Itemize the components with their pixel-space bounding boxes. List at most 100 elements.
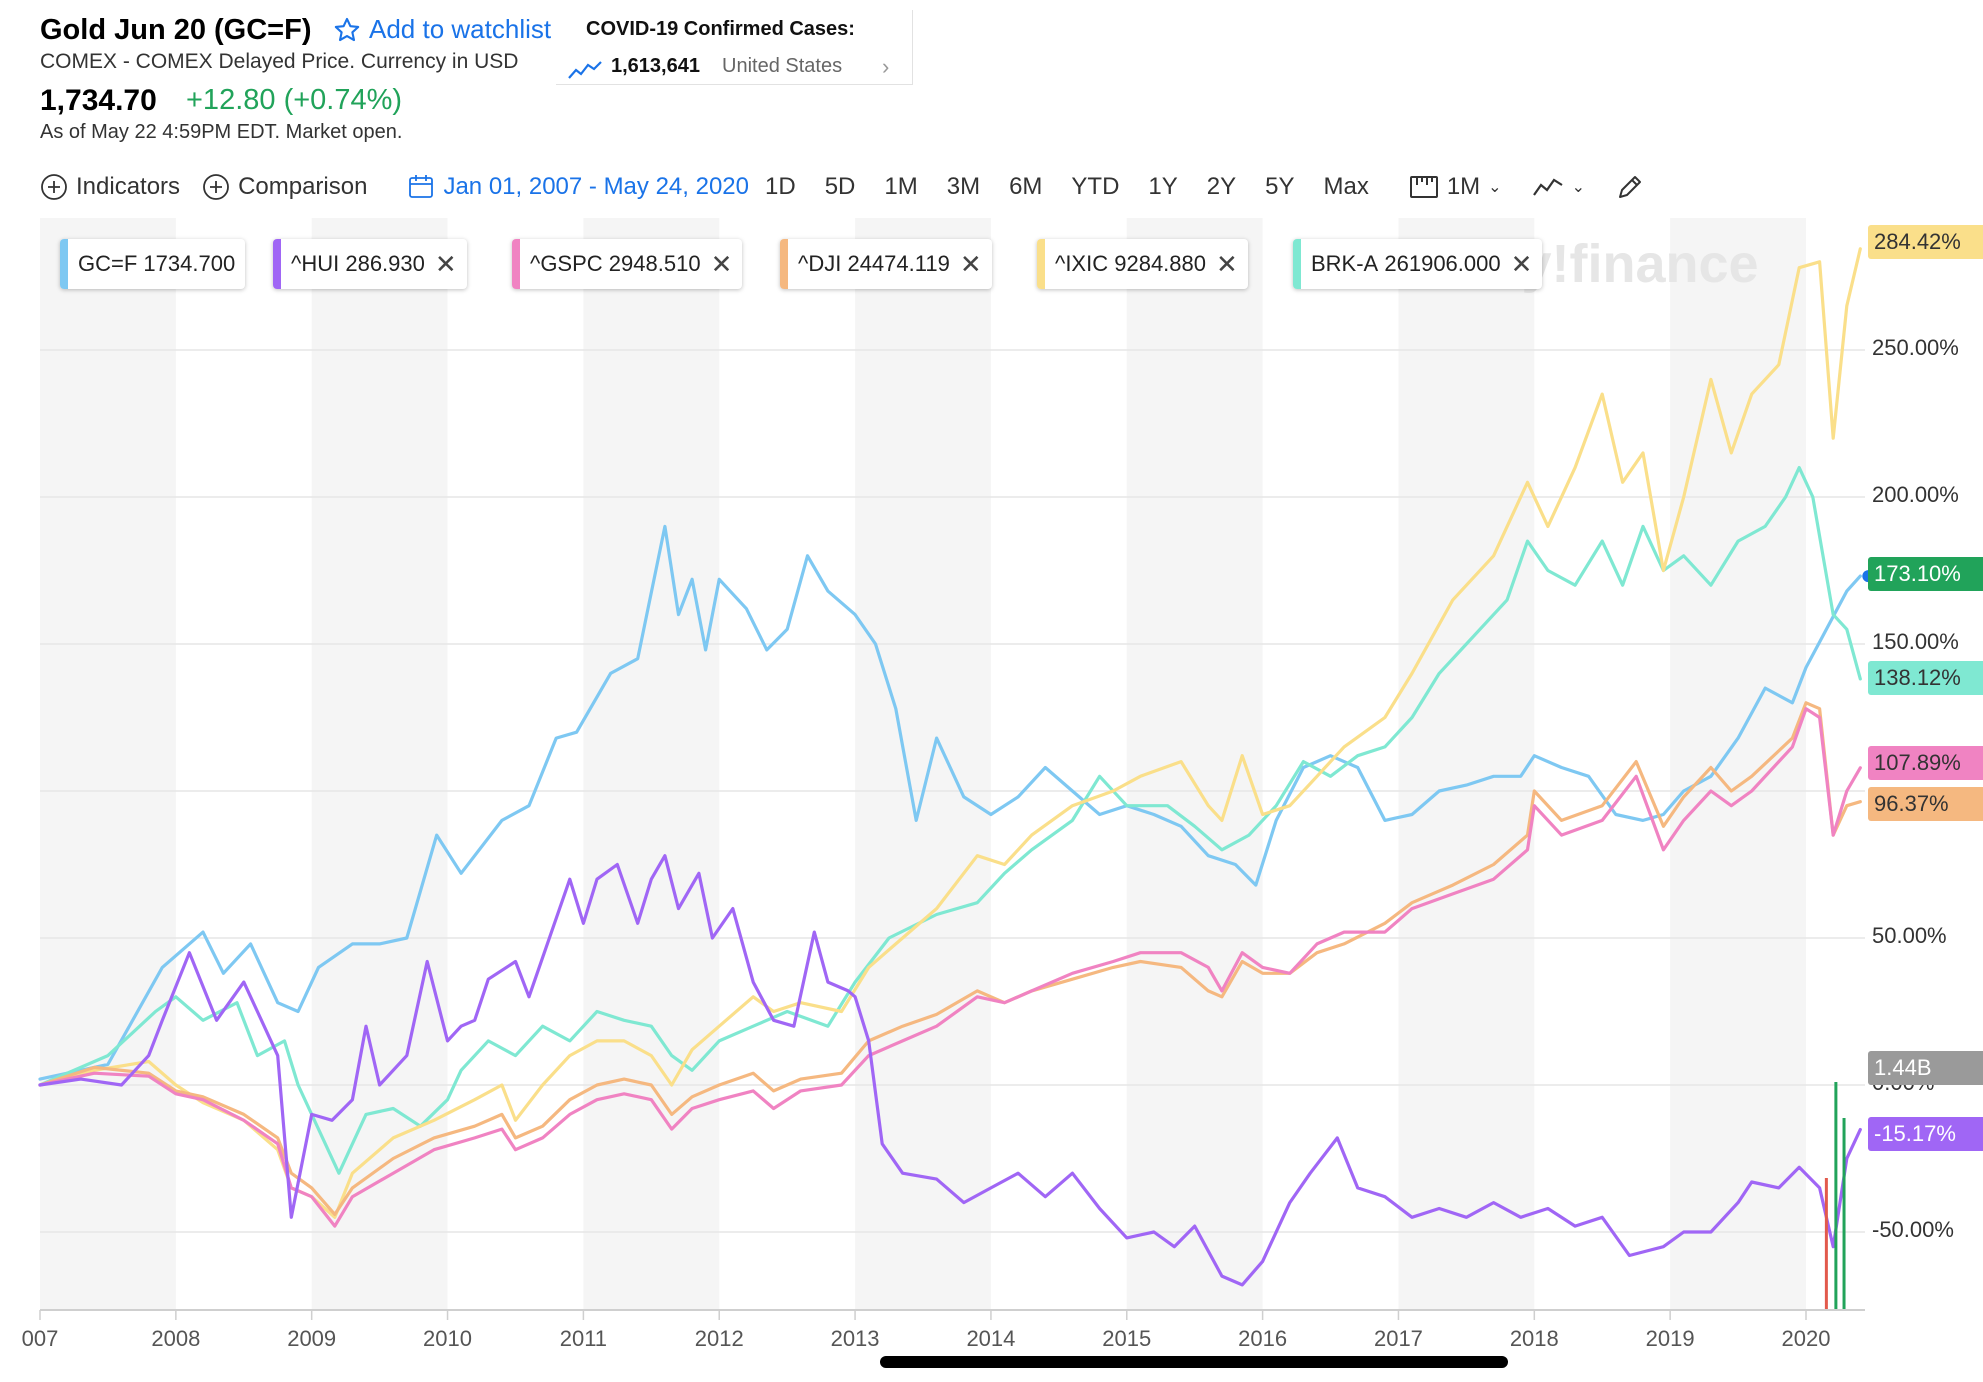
remove-brk-button[interactable]: ✕ xyxy=(1510,248,1533,279)
x-tick-label: 2015 xyxy=(1102,1326,1152,1351)
legend-label: BRK-A 261906.000 xyxy=(1301,251,1511,277)
x-tick-label: 2016 xyxy=(1238,1326,1288,1351)
line-chart-icon xyxy=(1532,178,1563,196)
legend-chip-hui[interactable]: ^HUI 286.930 ✕ xyxy=(273,239,467,289)
legend-chip-gspc[interactable]: ^GSPC 2948.510 ✕ xyxy=(512,239,743,289)
period-ytd[interactable]: YTD xyxy=(1071,173,1120,200)
legend-color-swatch xyxy=(780,239,788,289)
date-range-label: Jan 01, 2007 - May 24, 2020 xyxy=(443,173,749,200)
series-line-brka xyxy=(38,466,1862,1175)
legend-chip-dji[interactable]: ^DJI 24474.119 ✕ xyxy=(780,239,992,289)
x-tick-label: 2017 xyxy=(1373,1326,1423,1351)
value-tag-volume: 1.44B xyxy=(1868,1051,1983,1085)
period-5d[interactable]: 5D xyxy=(824,173,856,200)
legend-color-swatch xyxy=(1293,239,1301,289)
covid-region: United States xyxy=(722,55,843,77)
remove-hui-button[interactable]: ✕ xyxy=(434,248,457,279)
x-tick-label: 2009 xyxy=(287,1326,337,1351)
legend-chip-gcf[interactable]: GC=F 1734.700 xyxy=(60,239,246,289)
exchange-subtitle: COMEX - COMEX Delayed Price. Currency in… xyxy=(40,50,519,73)
legend-chip-brk[interactable]: BRK-A 261906.000 ✕ xyxy=(1293,239,1543,289)
x-tick-label: 2013 xyxy=(830,1326,880,1351)
x-tick-label: 2019 xyxy=(1645,1326,1695,1351)
horizontal-scrollbar[interactable] xyxy=(880,1356,1508,1368)
y-tick-label: 150.00% xyxy=(1872,629,1959,654)
period-5y[interactable]: 5Y xyxy=(1265,173,1295,200)
indicators-label: Indicators xyxy=(76,173,181,200)
legend-value: 2948.510 xyxy=(608,251,701,276)
plus-circle-icon xyxy=(41,174,67,200)
pencil-icon xyxy=(1618,176,1641,198)
comparison-label: Comparison xyxy=(238,173,368,200)
volume-bar xyxy=(1824,1178,1828,1310)
chart-toolbar: Indicators Comparison Jan 01, 2007 - May… xyxy=(40,170,1645,204)
period-1m[interactable]: 1M xyxy=(884,173,918,200)
period-3m[interactable]: 3M xyxy=(946,173,981,200)
legend-label: ^GSPC 2948.510 xyxy=(520,251,711,277)
covid-title: COVID-19 Confirmed Cases: xyxy=(586,18,855,40)
add-to-watchlist-button[interactable]: Add to watchlist xyxy=(333,14,551,45)
period-6m[interactable]: 6M xyxy=(1009,173,1043,200)
period-max[interactable]: Max xyxy=(1323,173,1369,200)
year-band xyxy=(311,218,448,1310)
x-tick-label: 2008 xyxy=(151,1326,201,1351)
chart-type-dropdown[interactable]: ⌄ xyxy=(1532,175,1585,199)
covid-widget[interactable]: COVID-19 Confirmed Cases: 1,613,641 Unit… xyxy=(556,10,913,85)
indicators-button[interactable]: Indicators xyxy=(40,173,180,201)
as-of-timestamp: As of May 22 4:59PM EDT. Market open. xyxy=(40,121,403,143)
legend-chip-ixic[interactable]: ^IXIC 9284.880 ✕ xyxy=(1037,239,1248,289)
legend-symbol: GC=F xyxy=(78,251,138,276)
value-tag-gspc: 107.89% xyxy=(1868,746,1983,780)
calendar-icon xyxy=(409,175,434,198)
finance-watermark: y!finance xyxy=(1521,234,1758,294)
period-2y[interactable]: 2Y xyxy=(1206,173,1237,200)
plus-circle-icon xyxy=(203,174,229,200)
legend-value: 286.930 xyxy=(345,251,425,276)
y-tick-label: -50.00% xyxy=(1872,1217,1954,1242)
legend-value: 24474.119 xyxy=(847,251,950,276)
x-tick-label: 2020 xyxy=(1781,1326,1831,1351)
year-band xyxy=(1670,218,1806,1310)
value-tag-brk: 138.12% xyxy=(1868,661,1983,695)
legend-symbol: ^DJI xyxy=(798,251,842,276)
chevron-down-icon: ⌄ xyxy=(1488,179,1502,196)
remove-gspc-button[interactable]: ✕ xyxy=(710,248,733,279)
period-1y[interactable]: 1Y xyxy=(1148,173,1178,200)
ruler-icon xyxy=(1409,176,1438,198)
interval-dropdown[interactable]: 1M ⌄ xyxy=(1409,173,1502,201)
legend-symbol: BRK-A xyxy=(1311,251,1379,276)
legend-label: ^DJI 24474.119 xyxy=(788,251,960,277)
current-price: 1,734.70 xyxy=(40,84,157,117)
year-band xyxy=(855,218,991,1310)
legend-label: ^HUI 286.930 xyxy=(281,251,435,277)
watchlist-label: Add to watchlist xyxy=(369,14,552,44)
interval-label: 1M xyxy=(1446,173,1481,200)
series-line-hui xyxy=(38,854,1862,1287)
legend-color-swatch xyxy=(60,239,68,289)
x-tick-label: 007 xyxy=(21,1326,59,1351)
legend-label: ^IXIC 9284.880 xyxy=(1045,251,1216,277)
draw-button[interactable] xyxy=(1615,172,1645,202)
date-range-picker[interactable]: Jan 01, 2007 - May 24, 2020 xyxy=(407,173,749,201)
legend-color-swatch xyxy=(273,239,281,289)
chevron-right-icon: › xyxy=(882,54,890,79)
legend-label: GC=F 1734.700 xyxy=(68,251,245,277)
sparkline-icon xyxy=(568,61,602,79)
year-band xyxy=(40,218,176,1310)
legend-symbol: ^IXIC xyxy=(1055,251,1109,276)
legend-value: 261906.000 xyxy=(1384,251,1501,276)
price-change: +12.80 (+0.74%) xyxy=(186,84,403,116)
value-tag-ixic: 284.42% xyxy=(1868,225,1983,259)
remove-ixic-button[interactable]: ✕ xyxy=(1216,248,1238,279)
series-line-gcf xyxy=(38,524,1862,1081)
year-band xyxy=(583,218,720,1310)
chevron-down-icon: ⌄ xyxy=(1571,179,1585,196)
comparison-button[interactable]: Comparison xyxy=(202,173,367,201)
x-tick-label: 2014 xyxy=(966,1326,1016,1351)
remove-dji-button[interactable]: ✕ xyxy=(959,248,982,279)
series-line-gspc xyxy=(38,707,1862,1228)
legend-color-swatch xyxy=(512,239,520,289)
y-tick-label: 50.00% xyxy=(1872,923,1947,948)
period-1d[interactable]: 1D xyxy=(765,173,796,200)
